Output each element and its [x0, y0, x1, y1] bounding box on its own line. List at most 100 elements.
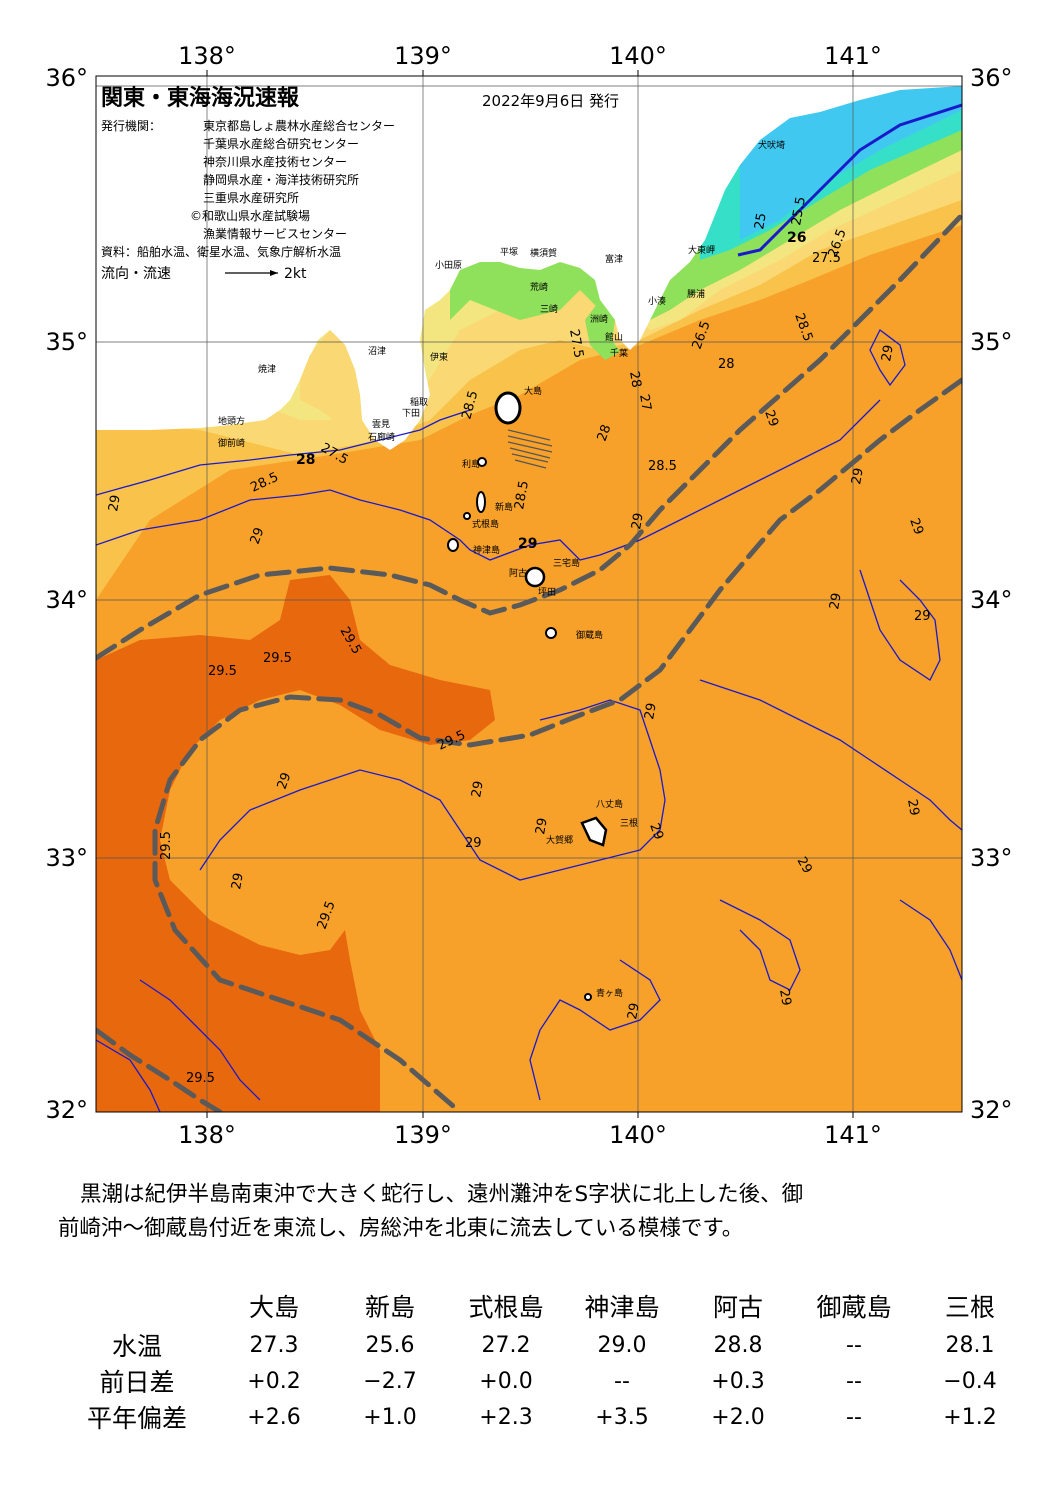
summary-line: 前崎沖～御蔵島付近を東流し、房総沖を北東に流去している模様です。: [58, 1216, 744, 1241]
table-cell: +0.3: [711, 1368, 765, 1394]
lat-label-left: 33°: [45, 844, 88, 872]
iso-label: 29: [827, 592, 845, 611]
lat-label-right: 32°: [970, 1096, 1013, 1124]
column-header: 御蔵島: [816, 1293, 892, 1322]
iso-label: 29: [518, 536, 537, 552]
island-kozushima: [447, 538, 459, 552]
lat-label-left: 36°: [45, 64, 88, 92]
place-name: 大賀郷: [546, 834, 573, 846]
place-name: 小田原: [435, 260, 462, 271]
iso-label: 29.5: [159, 831, 174, 860]
institution: 神奈川県水産技術センター: [203, 154, 347, 169]
flow-scale-value: 2kt: [284, 266, 307, 282]
lon-label-top: 139°: [394, 42, 452, 70]
lon-label-bottom: 141°: [824, 1121, 882, 1149]
institution: 漁業情報サービスセンター: [203, 227, 347, 241]
table-cell: 29.0: [597, 1332, 647, 1358]
summary-line: 黒潮は紀伊半島南東沖で大きく蛇行し、遠州灘沖をS字状に北上した後、御: [80, 1182, 804, 1207]
axis-ticks: [206, 70, 854, 1118]
sea-295-region: [96, 575, 495, 1112]
lat-label-right: 33°: [970, 844, 1013, 872]
column-header: 三根: [944, 1293, 995, 1322]
iso-label: 25.5: [789, 196, 809, 227]
place-name: 阿古: [509, 567, 527, 579]
place-name: 青ヶ島: [596, 987, 623, 999]
iso-label: 29: [914, 609, 931, 624]
iso-label: 29: [533, 817, 551, 836]
row-label: 平年偏差: [86, 1404, 187, 1433]
place-name: 式根島: [472, 518, 499, 530]
iso-label: 29: [629, 512, 647, 531]
institutions-label: 発行機関：: [101, 118, 161, 133]
place-name: 御蔵島: [576, 629, 603, 641]
place-name: 利島: [462, 458, 480, 470]
place-name: 石廊崎: [368, 431, 395, 443]
iso-label: 26: [787, 230, 806, 246]
iso-label: 27.5: [812, 251, 841, 266]
table-cell: +2.6: [247, 1404, 301, 1430]
place-name: 稲取: [410, 396, 428, 408]
table-header-row: 大島 新島 式根島 神津島 阿古 御蔵島 三根: [58, 1285, 1028, 1327]
table-cell: 27.3: [249, 1332, 299, 1358]
place-name: 伊東: [430, 351, 448, 363]
iso-label: 27.5: [566, 328, 586, 359]
table-row: 平年偏差 +2.6 +1.0 +2.3 +3.5 +2.0 -- +1.2: [58, 1399, 1028, 1435]
place-name: 横須賀: [530, 247, 557, 259]
place-name: 洲崎: [590, 313, 608, 325]
sea-temperature-map: 29 29 29.5 29.5 29.5 29.5 29.5 29.5 29.5…: [45, 42, 1013, 1149]
place-name: 新島: [495, 501, 513, 513]
table-cell: --: [846, 1404, 862, 1430]
iso-label: 29: [106, 494, 124, 513]
table-row: 前日差 +0.2 −2.7 +0.0 -- +0.3 -- −0.4: [58, 1363, 1028, 1399]
place-name: 神津島: [473, 544, 500, 556]
table-cell: −0.4: [943, 1368, 997, 1394]
table-cell: +3.5: [595, 1404, 649, 1430]
iso-label: 29: [625, 1002, 643, 1021]
iso-label: 28: [718, 357, 735, 372]
map-frame: [95, 75, 963, 1113]
flow-legend-label: 流向・流速: [101, 266, 171, 282]
table-cell: +0.2: [247, 1368, 301, 1394]
iso-label: 27: [636, 393, 654, 412]
place-name: 館山: [605, 331, 623, 343]
table-cell: --: [846, 1368, 862, 1394]
island-miyakejima: [524, 566, 546, 588]
institution: 静岡県水産・海洋技術研究所: [203, 172, 359, 187]
iso-label: 29.5: [263, 651, 292, 666]
iso-label: 29: [904, 798, 922, 817]
table-cell: 25.6: [365, 1332, 415, 1358]
island-niijima: [476, 491, 486, 513]
place-name: 三根: [620, 817, 638, 829]
suruga-bay: [300, 330, 362, 425]
table-cell: +1.2: [943, 1404, 997, 1430]
observation-table: 大島 新島 式根島 神津島 阿古 御蔵島 三根 水温 27.3 25.6 27.…: [58, 1285, 1028, 1435]
island-oshima: [494, 391, 522, 425]
lon-label-bottom: 140°: [609, 1121, 667, 1149]
institution: 千葉県水産総合研究センター: [203, 136, 359, 151]
place-name: 坪田: [538, 587, 556, 598]
table-cell: --: [614, 1368, 630, 1394]
lon-label-top: 140°: [609, 42, 667, 70]
place-name: 三崎: [540, 303, 558, 315]
place-name: 富津: [605, 253, 623, 265]
iso-label: 28: [296, 452, 315, 468]
place-name: 地頭方: [218, 415, 245, 427]
lon-label-bottom: 139°: [394, 1121, 452, 1149]
lat-label-right: 34°: [970, 586, 1013, 614]
row-label: 前日差: [99, 1368, 175, 1397]
table-cell: −2.7: [363, 1368, 417, 1394]
lat-label-left: 34°: [45, 586, 88, 614]
place-name: 荒崎: [530, 281, 548, 293]
table-cell: 28.1: [945, 1332, 995, 1358]
lat-label-right: 36°: [970, 64, 1013, 92]
place-name: 勝浦: [687, 288, 705, 300]
table-cell: +1.0: [363, 1404, 417, 1430]
table-cell: --: [846, 1332, 862, 1358]
iso-label: 28.5: [459, 389, 481, 421]
table-cell: +0.0: [479, 1368, 533, 1394]
island-shikinejima: [463, 512, 471, 520]
iso-label: 29: [465, 836, 482, 851]
column-header: 阿古: [712, 1293, 763, 1322]
place-name: 下田: [402, 408, 420, 419]
iso-label: 28.5: [648, 459, 677, 474]
